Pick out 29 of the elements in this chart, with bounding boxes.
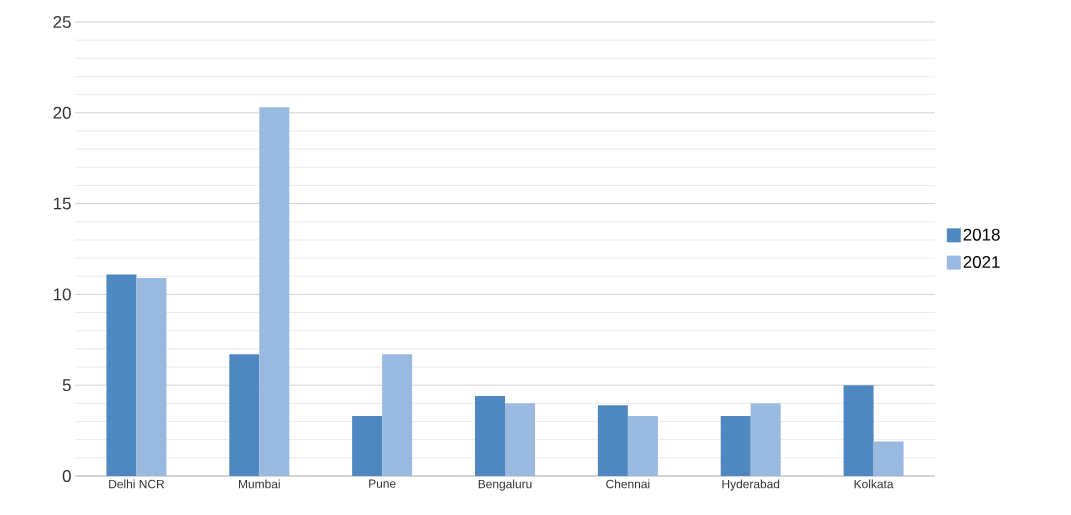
x-tick-label: Delhi NCR (109, 479, 165, 489)
y-tick-label: 20 (53, 106, 71, 119)
bar (352, 416, 383, 476)
x-tick-label: Bengaluru (478, 479, 532, 491)
bar (627, 416, 658, 476)
bar (873, 441, 904, 476)
legend-label: 2021 (963, 255, 1000, 268)
legend-label: 2018 (963, 228, 1000, 241)
bar (505, 403, 536, 476)
y-tick-label: 15 (53, 197, 71, 210)
y-tick-label: 25 (53, 15, 71, 28)
bar (229, 354, 260, 476)
x-tick-label: Pune (369, 479, 396, 488)
bar (720, 416, 751, 476)
bar (136, 278, 167, 476)
bar (597, 405, 628, 476)
x-tick-label: Mumbai (239, 479, 280, 489)
x-tick-label: Chennai (606, 479, 650, 489)
bar (843, 385, 874, 476)
bar (382, 354, 413, 476)
bar (475, 396, 506, 476)
y-tick-label: 10 (53, 288, 71, 301)
x-tick-label: Hyderabad (722, 479, 780, 491)
y-tick-label: 0 (62, 469, 71, 482)
bar (750, 403, 781, 476)
bar (259, 107, 290, 476)
bar (106, 274, 137, 476)
y-tick-label: 5 (62, 379, 71, 392)
x-tick-label: Kolkata (854, 479, 894, 489)
